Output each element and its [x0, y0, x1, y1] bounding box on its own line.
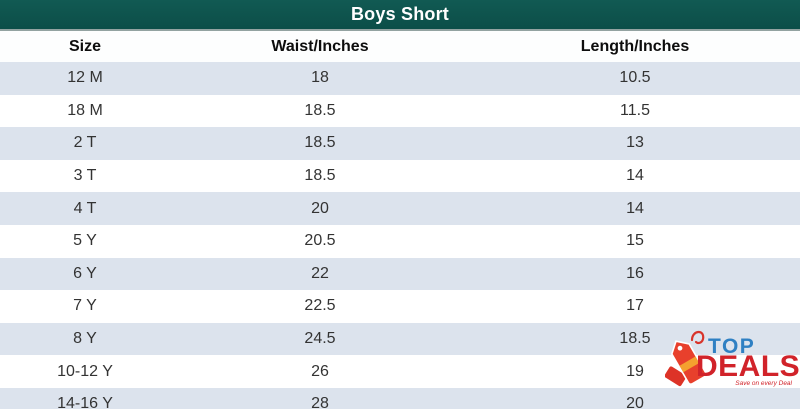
waist-cell: 28 — [311, 395, 329, 409]
column-header-waist: Waist/Inches — [271, 37, 369, 55]
table-row: 3 T 18.5 14 — [0, 160, 800, 193]
table-row: 5 Y 20.5 15 — [0, 225, 800, 258]
waist-cell: 22.5 — [304, 297, 336, 315]
size-cell: 6 Y — [73, 264, 97, 282]
size-cell: 10-12 Y — [57, 362, 113, 380]
table-row: 7 Y 22.5 17 — [0, 290, 800, 323]
table-row: 18 M 18.5 11.5 — [0, 95, 800, 128]
topdeals-logo: TOP DEALS Save on every Deal — [665, 329, 800, 393]
waist-cell: 20 — [311, 199, 329, 217]
table-title-bar: Boys Short — [0, 0, 800, 31]
waist-cell: 18.5 — [304, 134, 336, 152]
table-row: 8 Y 24.5 18.5 — [0, 322, 800, 356]
size-cell: 8 Y — [73, 330, 97, 348]
waist-cell: 18.5 — [304, 101, 336, 119]
size-cell: 12 M — [67, 69, 103, 87]
table-row: 6 Y 22 16 — [0, 257, 800, 291]
length-cell: 11.5 — [620, 101, 650, 119]
length-cell: 17 — [626, 297, 644, 315]
size-cell: 18 M — [67, 101, 103, 119]
waist-cell: 18.5 — [304, 167, 336, 185]
waist-cell: 24.5 — [304, 330, 336, 348]
length-cell: 10.5 — [619, 69, 651, 87]
size-cell: 4 T — [73, 199, 97, 217]
length-cell: 18.5 — [619, 330, 651, 348]
logo-tagline-text: Save on every Deal — [735, 380, 792, 387]
column-header-size: Size — [68, 37, 101, 55]
length-cell: 16 — [626, 264, 644, 282]
waist-cell: 18 — [311, 69, 329, 87]
size-cell: 3 T — [73, 167, 97, 185]
size-cell: 2 T — [73, 134, 97, 152]
logo-text-deals: DEALS — [696, 350, 800, 383]
table-row: 2 T 18.5 13 — [0, 127, 800, 160]
waist-cell: 22 — [311, 264, 329, 282]
length-cell: 20 — [626, 395, 644, 409]
waist-cell: 26 — [311, 362, 329, 380]
size-cell: 7 Y — [73, 297, 97, 315]
length-cell: 13 — [626, 134, 644, 152]
size-cell: 5 Y — [73, 232, 97, 250]
table-header-row: Size Waist/Inches Length/Inches — [0, 31, 800, 62]
length-cell: 19 — [626, 362, 644, 380]
column-header-length: Length/Inches — [580, 37, 690, 55]
waist-cell: 20.5 — [304, 232, 336, 250]
table-row: 4 T 20 14 — [0, 192, 800, 225]
logo-text-top: TOP — [708, 335, 756, 358]
size-cell: 14-16 Y — [57, 395, 113, 409]
length-cell: 14 — [626, 167, 644, 185]
length-cell: 14 — [626, 199, 644, 217]
table-title: Boys Short — [350, 4, 449, 24]
length-cell: 15 — [626, 232, 644, 250]
table-row: 12 M 18 10.5 — [0, 62, 800, 95]
table-row: 14-16 Y 28 20 — [0, 387, 800, 409]
table-row: 10-12 Y 26 19 — [0, 355, 800, 388]
price-tag-icon — [665, 330, 708, 388]
